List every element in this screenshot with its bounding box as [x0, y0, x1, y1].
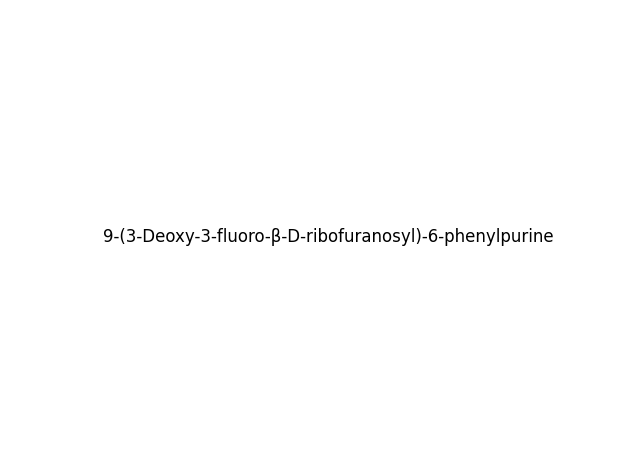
Text: 9-(3-Deoxy-3-fluoro-β-D-ribofuranosyl)-6-phenylpurine: 9-(3-Deoxy-3-fluoro-β-D-ribofuranosyl)-6… [102, 228, 554, 246]
